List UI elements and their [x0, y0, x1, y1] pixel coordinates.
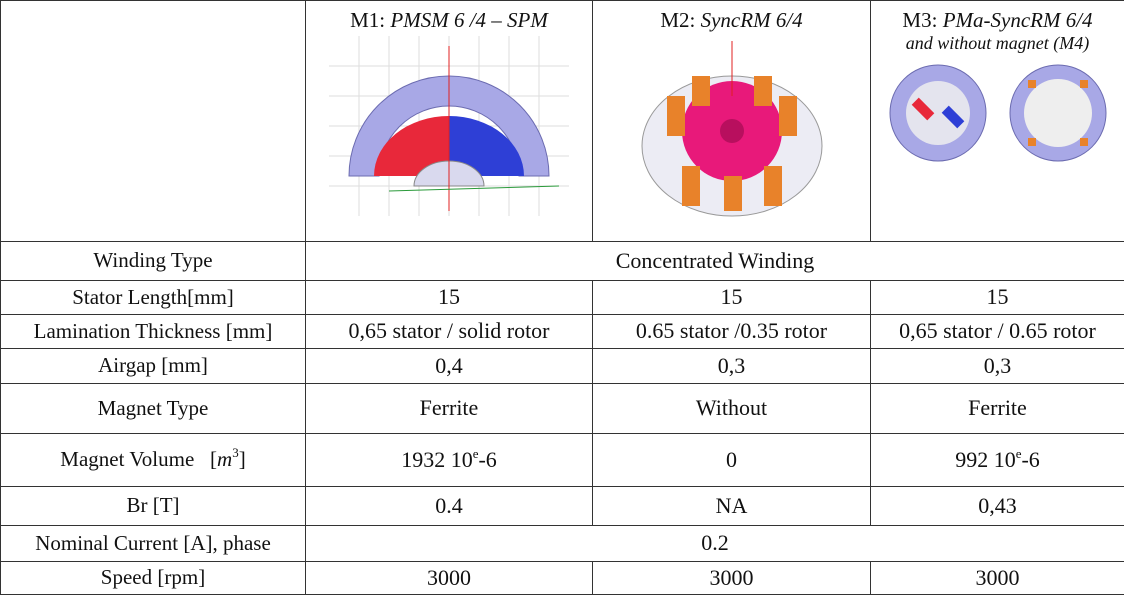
table-row: Br [T] 0.4 NA 0,43: [0, 486, 1124, 526]
cell: 0.4: [305, 486, 593, 526]
row-label: Magnet Type: [0, 383, 306, 434]
row-label: Winding Type: [0, 241, 306, 281]
header-row: M1: PMSM 6 /4 – SPM M2: SyncRM 6/4: [0, 0, 1124, 242]
cell: NA: [592, 486, 871, 526]
unit-close: ]: [238, 447, 246, 472]
cell: Ferrite: [305, 383, 593, 434]
machine-image: [329, 36, 569, 217]
table-row: Lamination Thickness [mm] 0,65 stator / …: [0, 314, 1124, 349]
table-row: Magnet Volume [m3] 1932 10e-6 0 992 10e-…: [0, 433, 1124, 487]
cell: 0,65 stator / solid rotor: [305, 314, 593, 349]
row-label: Lamination Thickness [mm]: [0, 314, 306, 349]
header-cell: M2: SyncRM 6/4: [592, 0, 871, 242]
table-row: Winding Type Concentrated Winding: [0, 241, 1124, 281]
cell: 0,43: [870, 486, 1124, 526]
cell: 0.2: [305, 525, 1124, 562]
cell: Ferrite: [870, 383, 1124, 434]
machine-note: and without magnet (M4): [905, 33, 1090, 54]
table-row: Speed [rpm] 3000 3000 3000: [0, 561, 1124, 595]
cell: 992 10e-6: [870, 433, 1124, 487]
value-tail: -6: [478, 446, 497, 472]
cell: 1932 10e-6: [305, 433, 593, 487]
value-sup: e: [1015, 445, 1022, 461]
cell: 0: [592, 433, 871, 487]
cell: 15: [305, 280, 593, 315]
label-text: Magnet Volume: [60, 447, 195, 472]
table-row: Airgap [mm] 0,4 0,3 0,3: [0, 348, 1124, 384]
row-label: Airgap [mm]: [0, 348, 306, 384]
machine-name: PMa-SyncRM 6/4: [942, 8, 1093, 32]
cell: Without: [592, 383, 871, 434]
row-label: Stator Length[mm]: [0, 280, 306, 315]
machine-id: M3:: [902, 8, 938, 32]
machine-name: SyncRM 6/4: [700, 8, 803, 32]
machine-id: M2:: [660, 8, 696, 32]
machine-name: PMSM 6 /4 – SPM: [390, 8, 548, 32]
row-label: Speed [rpm]: [0, 561, 306, 595]
value-base: 992 10: [955, 446, 1016, 472]
row-label: Nominal Current [A], phase: [0, 525, 306, 562]
cell: 3000: [592, 561, 871, 595]
table-row: Stator Length[mm] 15 15 15: [0, 280, 1124, 315]
header-cell: M1: PMSM 6 /4 – SPM: [305, 0, 593, 242]
table-row: Magnet Type Ferrite Without Ferrite: [0, 383, 1124, 434]
unit-symbol: m: [217, 447, 233, 472]
row-label: Magnet Volume [m3]: [0, 433, 306, 487]
unit-exponent: 3: [232, 445, 239, 461]
value-tail: -6: [1021, 446, 1040, 472]
machine-image: [889, 64, 1106, 162]
header-cell: M3: PMa-SyncRM 6/4 and without magnet (M…: [870, 0, 1124, 242]
value-base: 1932 10: [401, 446, 473, 472]
cell: 3000: [305, 561, 593, 595]
cell: 0.65 stator /0.35 rotor: [592, 314, 871, 349]
cell: 0,3: [870, 348, 1124, 384]
cell: 0,65 stator / 0.65 rotor: [870, 314, 1124, 349]
cell: 15: [870, 280, 1124, 315]
value-sup: e: [472, 445, 479, 461]
machine-image: [641, 41, 822, 217]
cell: 3000: [870, 561, 1124, 595]
cell: 0,3: [592, 348, 871, 384]
cell: 0,4: [305, 348, 593, 384]
unit-open: [: [210, 447, 218, 472]
corner-cell: [0, 0, 306, 242]
row-label: Br [T]: [0, 486, 306, 526]
machine-id: M1:: [350, 8, 386, 32]
cell: 15: [592, 280, 871, 315]
table-row: Nominal Current [A], phase 0.2: [0, 525, 1124, 562]
cell: Concentrated Winding: [305, 241, 1124, 281]
